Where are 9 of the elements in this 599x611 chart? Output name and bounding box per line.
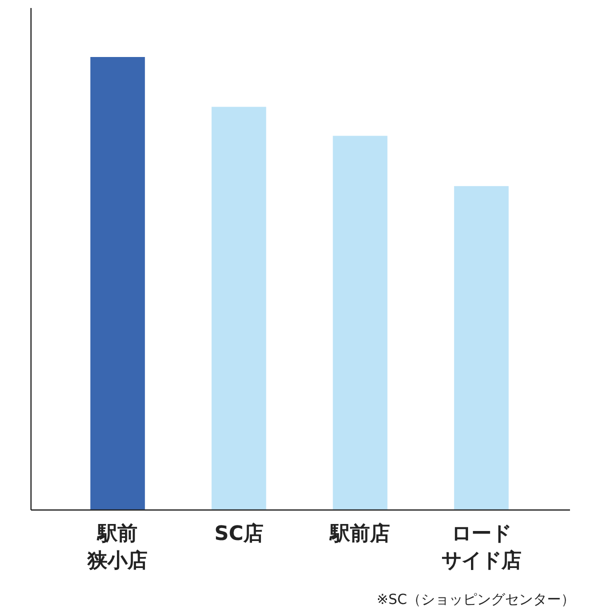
bar — [90, 57, 145, 510]
bar — [212, 106, 266, 510]
bar — [332, 136, 388, 510]
bar — [454, 186, 509, 510]
x-tick-label: 駅前狭小店 — [86, 521, 148, 572]
x-tick-label: 駅前店 — [329, 521, 390, 545]
text: ※SC（ショッピングセンター） — [376, 592, 575, 608]
x-tick-label: ロードサイド店 — [441, 521, 522, 572]
x-tick-label: SC店 — [214, 521, 264, 545]
